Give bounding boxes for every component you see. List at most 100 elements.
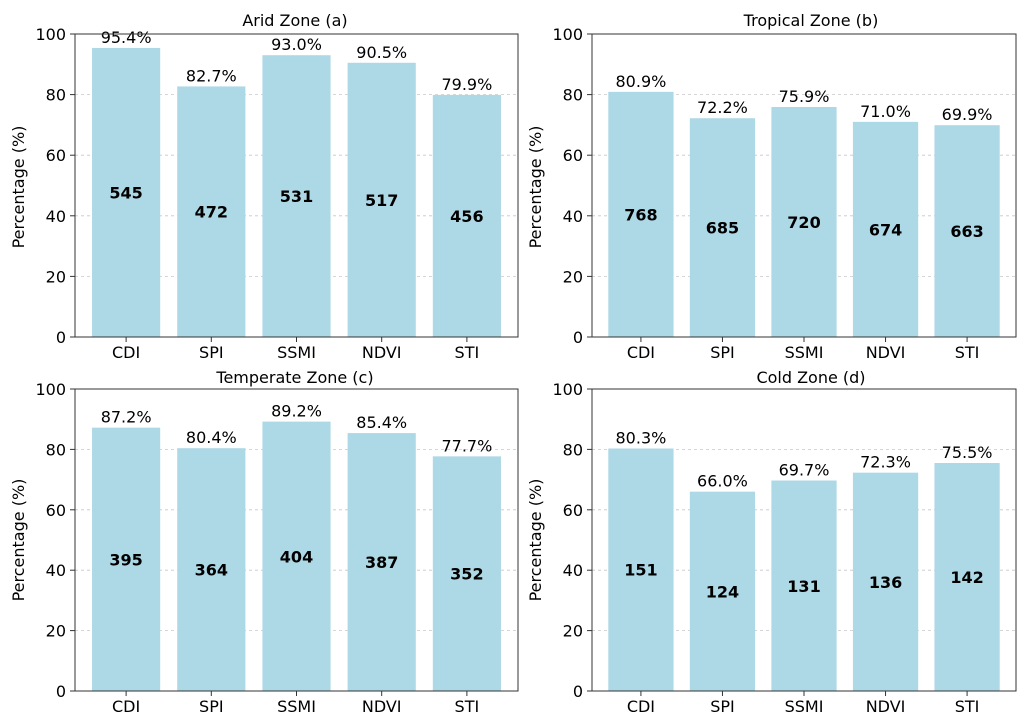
x-tick-label: NDVI: [362, 697, 402, 715]
bar: [689, 118, 756, 337]
bar-value-label: 66.0%: [697, 472, 748, 491]
bar-value-label: 80.9%: [616, 72, 667, 91]
x-tick-label: NDVI: [866, 697, 906, 715]
x-tick-label: SPI: [710, 343, 735, 362]
y-tick-label: 60: [563, 501, 583, 520]
bar: [262, 421, 331, 691]
bar-value-label: 72.3%: [860, 453, 911, 472]
y-axis-label: Percentage (%): [526, 126, 545, 249]
bar-value-label: 71.0%: [860, 102, 911, 121]
y-tick-label: 40: [46, 561, 66, 580]
bar: [934, 125, 1000, 337]
x-tick-label: SSMI: [785, 343, 824, 362]
bar-value-label: 69.9%: [942, 105, 993, 124]
y-tick-label: 60: [563, 146, 583, 165]
y-tick-label: 80: [46, 86, 66, 105]
bar: [92, 47, 161, 338]
bar: [852, 121, 919, 338]
bar-count-label: 352: [450, 565, 483, 584]
bar-count-label: 456: [450, 207, 483, 226]
bar-count-label: 685: [706, 219, 739, 238]
y-tick-label: 80: [563, 440, 583, 459]
bar-value-label: 77.7%: [441, 436, 492, 455]
bar: [689, 491, 756, 691]
bar-count-label: 720: [787, 213, 820, 232]
plot-frame: [591, 388, 1017, 692]
panel-title: Arid Zone (a): [242, 11, 347, 30]
bar-value-label: 93.0%: [271, 35, 322, 54]
bar-value-label: 95.4%: [101, 28, 152, 47]
y-tick-label: 100: [552, 25, 583, 44]
bar-value-label: 87.2%: [101, 408, 152, 427]
bar-count-label: 404: [280, 547, 313, 566]
bar: [608, 448, 674, 691]
bar-count-label: 151: [624, 561, 657, 580]
bar: [771, 480, 837, 691]
bar-count-label: 472: [195, 203, 228, 222]
bar-count-label: 142: [950, 568, 983, 587]
bar-value-label: 80.3%: [616, 428, 667, 447]
x-tick-label: SPI: [199, 697, 224, 715]
x-tick-label: NDVI: [362, 343, 402, 362]
bar-value-label: 75.9%: [779, 87, 830, 106]
panel-temperate: Temperate Zone (c) Percentage (%) 0 20 40 6…: [9, 368, 519, 715]
bar-value-label: 89.2%: [271, 402, 322, 421]
y-tick-label: 100: [35, 25, 66, 44]
y-axis-label: Percentage (%): [526, 479, 545, 602]
bar-value-label: 69.7%: [779, 461, 830, 480]
y-tick-label: 20: [563, 622, 583, 641]
bar-value-label: 82.7%: [186, 66, 237, 85]
bar: [771, 107, 837, 337]
y-axis-label: Percentage (%): [9, 126, 28, 249]
bar-value-label: 79.9%: [441, 75, 492, 94]
x-tick-label: NDVI: [866, 343, 906, 362]
bar: [347, 62, 416, 337]
x-tick-label: CDI: [627, 343, 655, 362]
bar-value-label: 80.4%: [186, 428, 237, 447]
x-tick-label: CDI: [112, 697, 140, 715]
x-tick-label: SPI: [710, 697, 735, 715]
panel-cold: Cold Zone (d) Percentage (%) 0 20 40 60 80 10…: [526, 368, 1017, 715]
y-tick-label: 100: [35, 380, 66, 399]
y-tick-label: 0: [573, 682, 583, 701]
bar: [432, 94, 501, 337]
y-tick-label: 40: [46, 207, 66, 226]
bar-count-label: 545: [109, 183, 142, 202]
bar-count-label: 395: [109, 550, 142, 569]
bar: [177, 448, 246, 691]
x-tick-label: CDI: [112, 343, 140, 362]
bar-count-label: 364: [195, 561, 228, 580]
x-tick-label: SSMI: [277, 697, 316, 715]
bar: [347, 433, 416, 691]
y-tick-label: 100: [552, 380, 583, 399]
y-tick-label: 60: [46, 146, 66, 165]
bar-value-label: 75.5%: [942, 443, 993, 462]
y-tick-label: 0: [573, 328, 583, 347]
panel-tropical: Tropical Zone (b) Percentage (%) 0 20 40 60…: [526, 11, 1017, 362]
plot-frame: [74, 388, 519, 692]
y-tick-label: 20: [563, 267, 583, 286]
bar: [262, 55, 331, 338]
bar-count-label: 768: [624, 205, 657, 224]
y-tick-label: 20: [46, 267, 66, 286]
bar: [608, 91, 674, 337]
bar-count-label: 531: [280, 187, 313, 206]
bar-count-label: 387: [365, 553, 398, 572]
y-tick-label: 40: [563, 207, 583, 226]
x-tick-label: SSMI: [785, 697, 824, 715]
x-tick-label: SPI: [199, 343, 224, 362]
y-tick-label: 0: [56, 328, 66, 347]
bar-count-label: 136: [869, 573, 902, 592]
bar-count-label: 124: [706, 582, 739, 601]
bar: [934, 462, 1000, 691]
x-tick-label: STI: [955, 697, 980, 715]
bar-count-label: 131: [787, 577, 820, 596]
bar: [92, 427, 161, 691]
x-tick-label: STI: [955, 343, 980, 362]
y-axis-label: Percentage (%): [9, 479, 28, 602]
x-tick-label: SSMI: [277, 343, 316, 362]
y-tick-label: 20: [46, 622, 66, 641]
x-tick-label: STI: [455, 697, 480, 715]
panel-title: Temperate Zone (c): [215, 368, 373, 387]
